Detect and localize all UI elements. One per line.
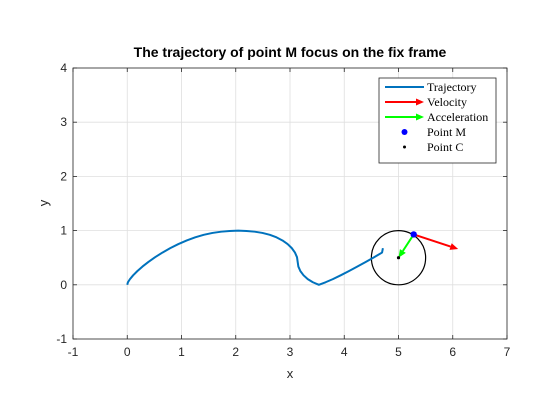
x-tick-label: 4 <box>341 345 348 359</box>
data-layer <box>126 229 459 286</box>
point-m-marker <box>410 231 417 238</box>
chart-title: The trajectory of point M focus on the f… <box>134 44 447 60</box>
y-tick-label: 3 <box>60 115 67 129</box>
x-axis-label: x <box>287 366 294 381</box>
legend-swatch-point-m <box>401 129 408 135</box>
x-tick-label: 7 <box>504 345 511 359</box>
legend-box <box>378 77 497 164</box>
legend-label-trajectory: Trajectory <box>427 80 477 94</box>
trajectory-line <box>126 229 384 286</box>
x-tick-label: 5 <box>395 345 402 359</box>
velocity-arrow-head <box>449 243 459 250</box>
x-tick-label: 2 <box>232 345 239 359</box>
acceleration-arrow <box>398 233 415 258</box>
legend-label-point-c: Point C <box>427 140 463 154</box>
point-c-marker <box>396 256 401 260</box>
x-tick-label: -1 <box>68 345 79 359</box>
y-tick-label: 4 <box>60 61 67 75</box>
legend-swatch-head-acceleration <box>416 113 424 121</box>
legend-label-acceleration: Acceleration <box>427 110 488 124</box>
x-tick-label: 1 <box>178 345 185 359</box>
y-tick-label: 1 <box>60 224 67 238</box>
x-tick-label: 0 <box>124 345 131 359</box>
acceleration-arrow-shaft <box>402 233 415 252</box>
legend-swatch-point-c <box>403 145 406 149</box>
legend-swatch-head-velocity <box>416 98 424 106</box>
ticks: -1 0 1 2 3 4 5 6 7 -1 0 1 2 3 4 <box>56 61 510 359</box>
y-axis-label: y <box>36 199 51 206</box>
y-tick-label: -1 <box>56 332 67 346</box>
velocity-arrow <box>413 233 459 250</box>
y-tick-label: 2 <box>60 169 67 183</box>
x-tick-label: 6 <box>449 345 456 359</box>
y-tick-label: 0 <box>60 278 67 292</box>
velocity-arrow-shaft <box>413 233 451 248</box>
legend-label-velocity: Velocity <box>427 95 467 109</box>
acceleration-arrow-head <box>398 249 406 258</box>
x-tick-label: 3 <box>287 345 294 359</box>
legend-label-point-m: Point M <box>427 125 466 139</box>
